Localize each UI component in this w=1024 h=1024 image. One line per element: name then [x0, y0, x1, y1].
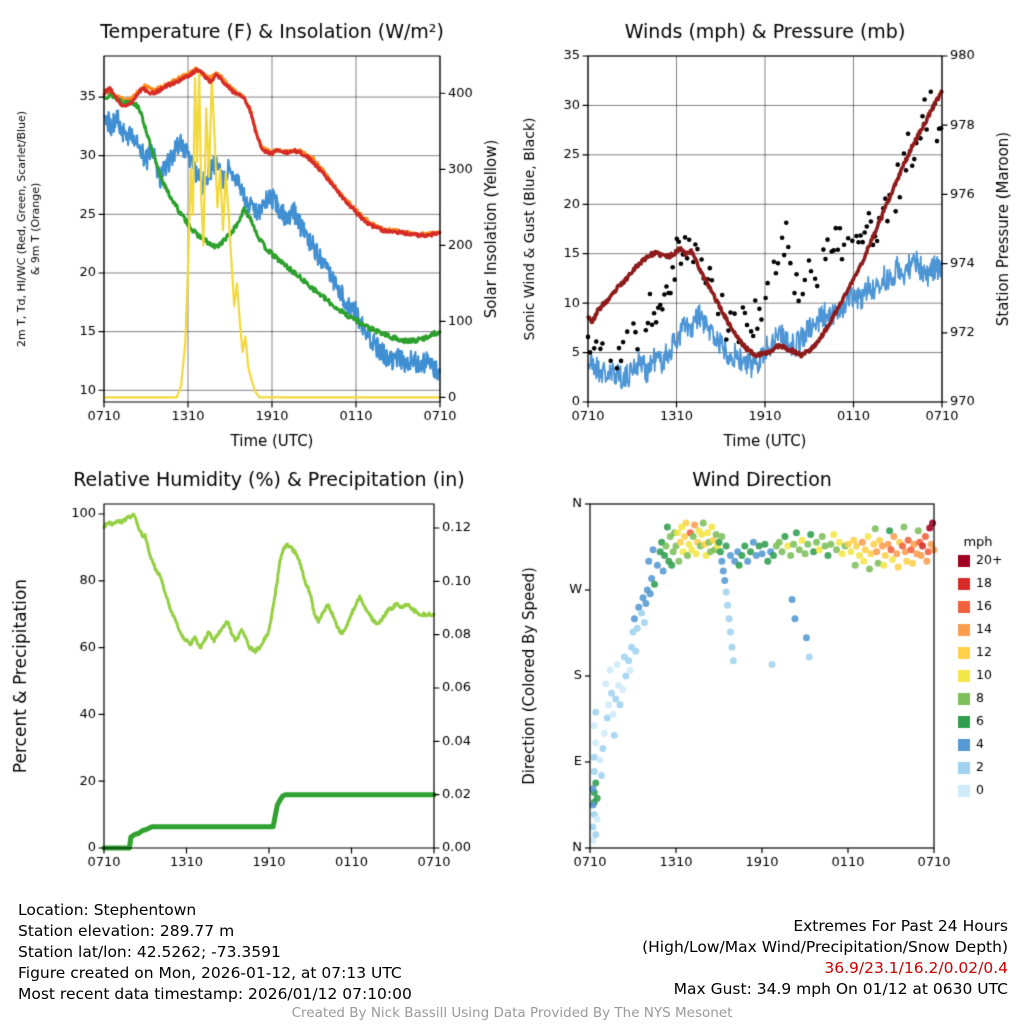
temperature-insolation-chart	[10, 6, 504, 458]
extremes-values: 36.9/23.1/16.2/0.02/0.4	[824, 959, 1008, 977]
credit-line: Created By Nick Bassill Using Data Provi…	[291, 1005, 733, 1021]
max-gust: Max Gust: 34.9 mph On 01/12 at 0630 UTC	[673, 980, 1008, 998]
extremes-title: Extremes For Past 24 Hours	[793, 917, 1008, 935]
station-elevation: Station elevation: 289.77 m	[18, 922, 235, 940]
data-timestamp: Most recent data timestamp: 2026/01/12 0…	[18, 985, 412, 1003]
station-info: Location: Stephentown Station elevation:…	[18, 900, 412, 1005]
humidity-precipitation-chart	[10, 462, 504, 896]
figure-created: Figure created on Mon, 2026-01-12, at 07…	[18, 964, 402, 982]
extremes-subtitle: (High/Low/Max Wind/Precipitation/Snow De…	[642, 938, 1008, 956]
winds-pressure-chart	[518, 6, 1016, 458]
station-location: Location: Stephentown	[18, 901, 197, 919]
extremes-info: Extremes For Past 24 Hours (High/Low/Max…	[642, 916, 1008, 1000]
wind-direction-chart	[518, 462, 1016, 896]
station-latlon: Station lat/lon: 42.5262; -73.3591	[18, 943, 281, 961]
